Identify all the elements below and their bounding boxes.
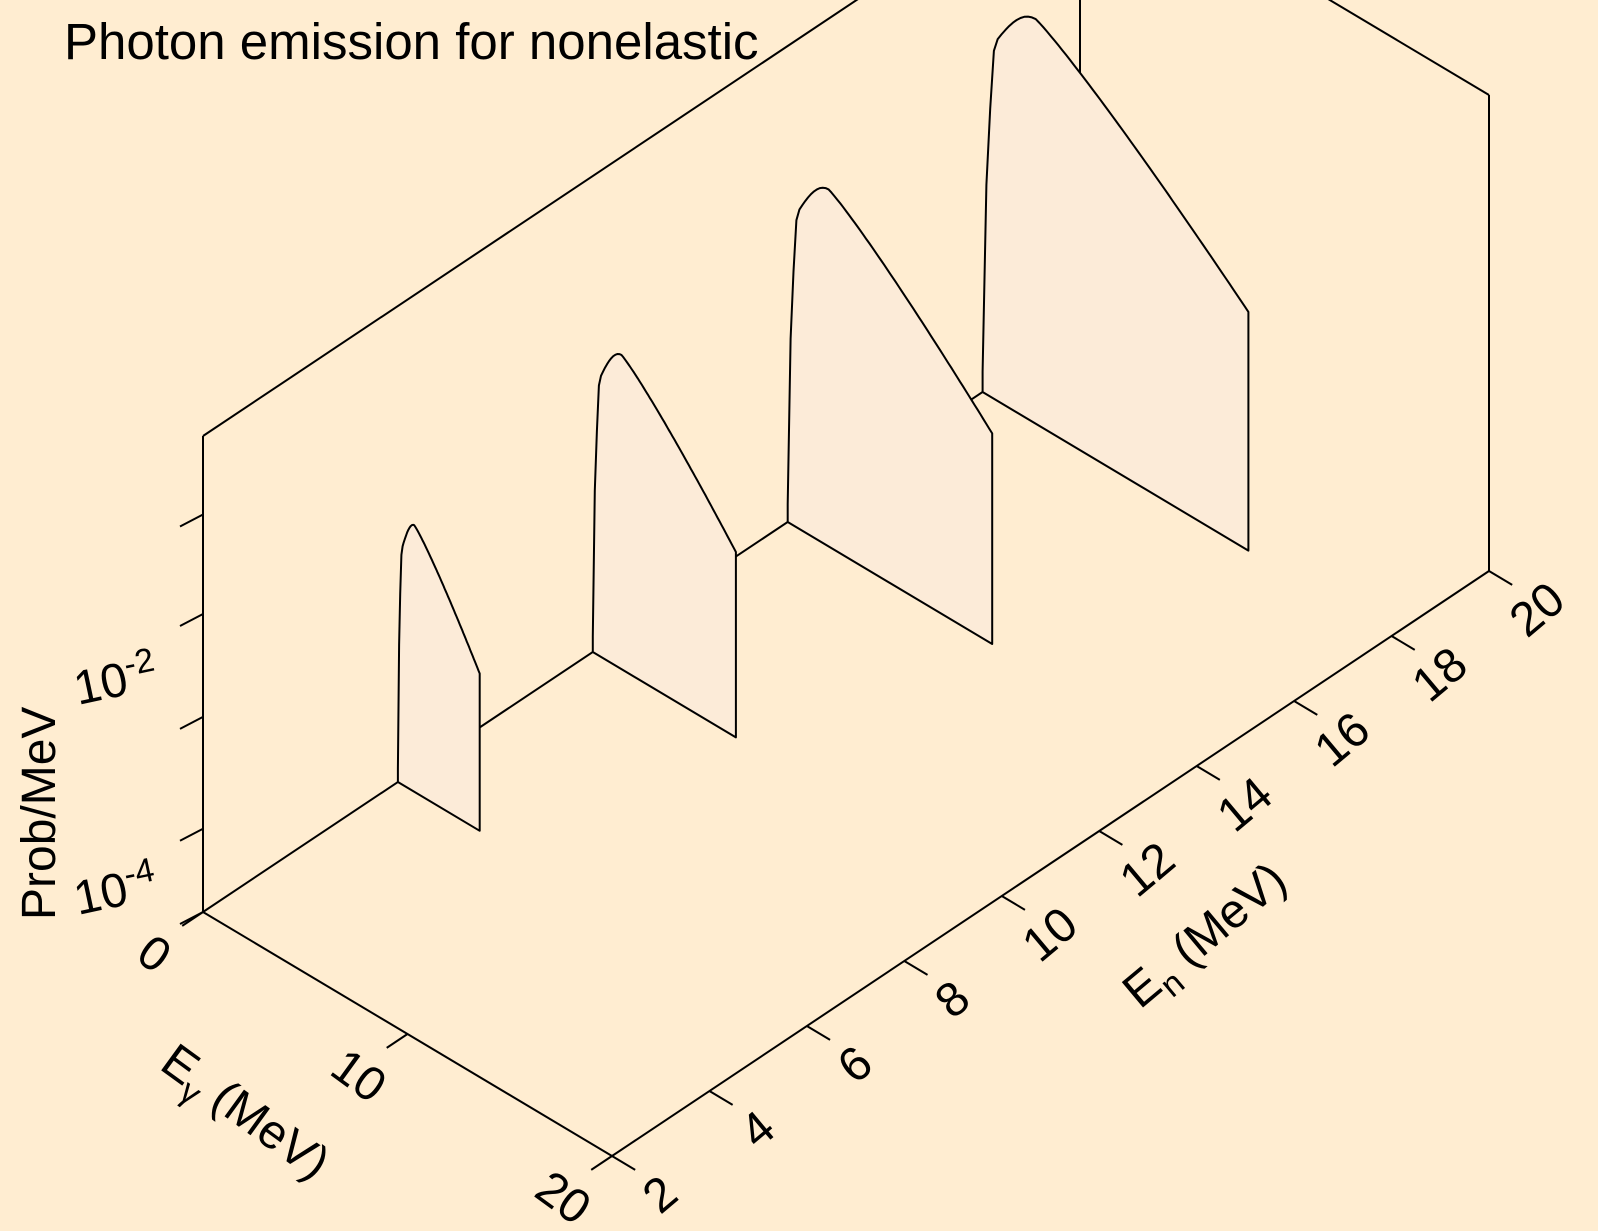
z-axis-label: Prob/MeV [13,707,66,920]
right-top-line [1327,0,1490,96]
x-tick-10 [386,1033,409,1049]
chart-title: Photon emission for nonelastic [64,13,759,70]
z-tick-1 [179,827,204,842]
y-tick-12 [1098,830,1123,846]
y-axis-line [611,570,1490,1157]
y-tick-14 [1196,765,1221,781]
x-tick-label-0: 0 [128,925,181,984]
y-tick-label-8: 8 [925,971,980,1029]
spectrum-En-6 [396,523,481,832]
y-tick-16 [1293,700,1318,716]
x-tick-20 [590,1155,613,1171]
x-tick-label-20: 20 [526,1161,600,1231]
y-tick-4 [708,1090,734,1106]
y-tick-label-6: 6 [828,1036,883,1094]
y-tick-label-2: 2 [633,1166,688,1224]
spectrum-En-18 [981,15,1250,552]
y-tick-20 [1488,570,1513,586]
y-tick-2 [611,1155,636,1171]
y-tick-8 [903,960,929,976]
z-tick-label-1e-4: 10-4 [68,851,162,926]
x-axis-label: Eγ (MeV) [146,1034,339,1198]
z-tick-4 [179,513,204,528]
spectra [396,15,1250,832]
y-tick-10 [1001,895,1026,911]
z-tick-2 [179,715,204,730]
spectrum-En-14 [786,186,994,645]
x-tick-label-10: 10 [321,1039,395,1113]
y-tick-label-4: 4 [731,1101,786,1159]
z-tick-3 [179,613,204,627]
z-tick-label-1e-2: 10-2 [68,641,162,716]
y-tick-6 [806,1025,831,1041]
axes-frame [202,0,1490,1157]
z-tick-0 [179,911,204,925]
spectrum-En-10 [591,353,737,739]
back-top-line [202,0,859,437]
y-tick-18 [1391,635,1416,651]
